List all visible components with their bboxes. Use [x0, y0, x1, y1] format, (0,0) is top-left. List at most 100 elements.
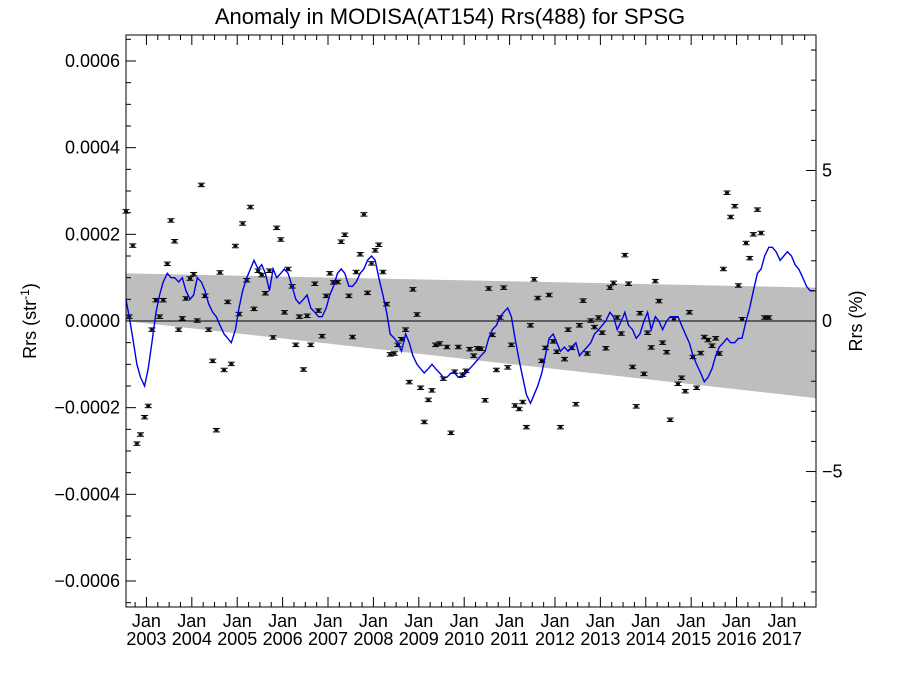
data-point [651, 278, 659, 284]
point-marker [441, 377, 446, 380]
data-point [530, 277, 538, 282]
x-tick-year: 2007 [308, 629, 348, 649]
point-marker [388, 353, 393, 356]
point-marker [217, 271, 222, 274]
data-point [390, 351, 398, 356]
chart-title: Anomaly in MODISA(AT154) Rrs(488) for SP… [214, 4, 686, 29]
point-marker [713, 337, 718, 340]
point-marker [653, 280, 658, 283]
point-marker [422, 420, 427, 423]
point-marker [528, 324, 533, 327]
point-marker [429, 389, 434, 392]
data-point [617, 331, 625, 336]
point-marker [679, 376, 684, 379]
data-point [757, 230, 765, 236]
point-marker [130, 244, 135, 247]
point-marker [222, 368, 227, 371]
data-point [246, 204, 254, 210]
data-point [303, 313, 311, 319]
x-tick-year: 2003 [126, 629, 166, 649]
point-marker [282, 311, 287, 314]
data-point [522, 424, 530, 430]
data-point [133, 441, 141, 446]
point-marker [483, 399, 488, 402]
x-tick-month: Jan [359, 611, 388, 631]
left-tick-label: −0.0004 [54, 484, 120, 504]
data-point [545, 292, 553, 298]
point-marker [501, 286, 506, 289]
data-point [368, 261, 376, 266]
point-marker [744, 242, 749, 244]
data-point [318, 333, 326, 339]
data-point [746, 255, 754, 261]
data-point [556, 424, 564, 430]
x-tick-year: 2011 [490, 629, 529, 649]
point-marker [214, 429, 219, 432]
data-point [212, 427, 220, 433]
point-marker [244, 279, 249, 282]
point-marker [369, 262, 374, 265]
x-tick-year: 2014 [626, 629, 666, 649]
band-area [126, 273, 816, 399]
data-point [175, 327, 183, 332]
data-point [621, 252, 629, 258]
point-marker [596, 316, 601, 319]
data-point [349, 334, 357, 340]
point-marker [759, 232, 764, 235]
data-point [314, 308, 322, 313]
point-marker [573, 403, 578, 406]
data-point [258, 272, 266, 278]
point-marker [176, 328, 181, 331]
point-marker [444, 346, 449, 348]
point-marker [259, 274, 264, 277]
point-marker [399, 338, 404, 341]
data-point [299, 367, 307, 372]
data-point [572, 401, 580, 407]
data-point [663, 349, 671, 355]
point-marker [539, 359, 544, 362]
point-marker [543, 346, 548, 349]
point-marker [433, 343, 438, 346]
data-point [590, 324, 598, 330]
point-marker [165, 262, 170, 265]
data-point [375, 242, 383, 247]
data-point [738, 317, 746, 322]
data-point [659, 340, 667, 345]
data-point [583, 351, 591, 356]
point-marker [705, 339, 710, 342]
point-marker [248, 206, 253, 209]
point-marker [354, 271, 359, 274]
point-marker [376, 243, 381, 246]
point-marker [641, 372, 646, 375]
point-marker [766, 316, 771, 319]
left-tick-label: −0.0002 [54, 398, 120, 418]
data-point [712, 336, 720, 341]
data-point [197, 182, 205, 188]
data-point [159, 297, 167, 303]
data-point [417, 385, 425, 390]
right-axis-title: Rrs (%) [846, 291, 866, 352]
data-point [171, 239, 179, 244]
data-point [602, 346, 610, 351]
point-marker [592, 326, 597, 329]
point-marker [225, 300, 230, 303]
point-marker [660, 341, 665, 344]
data-point [424, 397, 432, 403]
right-tick-label: 5 [822, 160, 832, 180]
data-point [239, 221, 247, 226]
data-point [405, 379, 413, 385]
data-point [526, 323, 534, 328]
x-tick-year: 2015 [671, 629, 711, 649]
x-tick-month: Jan [495, 611, 524, 631]
point-marker [414, 313, 419, 316]
data-point [666, 417, 674, 423]
point-marker [233, 245, 238, 248]
point-marker [146, 404, 151, 407]
point-marker [600, 331, 605, 334]
uncertainty-band [126, 273, 816, 399]
data-point [575, 323, 583, 328]
left-tick-label: −0.0006 [54, 571, 120, 591]
point-marker [634, 405, 639, 408]
point-marker [740, 318, 745, 321]
x-tick-month: Jan [268, 611, 297, 631]
